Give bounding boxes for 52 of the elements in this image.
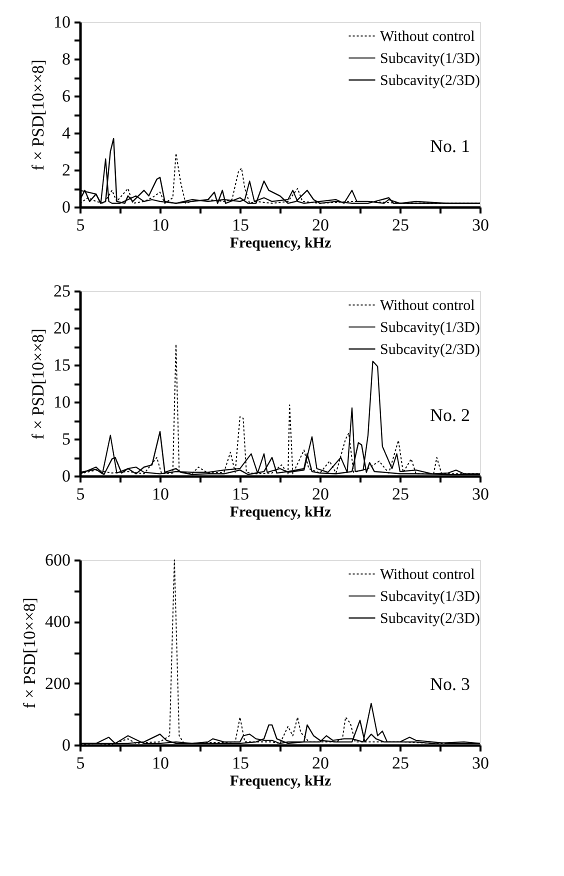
x-tick-label: 25 xyxy=(392,754,409,772)
legend-label: Subcavity(1/3D) xyxy=(380,589,480,605)
x-tick-label: 10 xyxy=(152,216,169,234)
y-tick-label: 6 xyxy=(62,86,70,106)
y-tick-label: 15 xyxy=(54,356,70,374)
x-axis-title: Frequency, kHz xyxy=(230,774,332,790)
legend-label: Subcavity(2/3D) xyxy=(380,73,480,89)
y-tick-label: 20 xyxy=(54,318,70,338)
x-tick-label: 5 xyxy=(76,484,85,504)
y-axis-title: f × PSD[10××8] xyxy=(28,60,48,170)
x-tick-label: 25 xyxy=(392,216,409,234)
x-tick-label: 10 xyxy=(152,754,169,772)
y-axis-title: f × PSD[10××8] xyxy=(28,328,48,440)
legend-label: Without control xyxy=(380,298,475,314)
y-tick-label: 5 xyxy=(62,430,70,448)
annotation: No. 2 xyxy=(430,405,470,425)
x-tick-label: 15 xyxy=(232,216,249,234)
x-tick-label: 15 xyxy=(232,754,249,772)
y-tick-label: 0 xyxy=(62,198,70,216)
y-tick-label: 4 xyxy=(62,124,71,142)
y-tick-label: 600 xyxy=(45,550,70,570)
x-axis-title: Frequency, kHz xyxy=(230,236,332,252)
y-tick-label: 0 xyxy=(62,736,70,754)
x-axis-title: Frequency, kHz xyxy=(230,504,332,520)
x-tick-label: 5 xyxy=(76,754,85,772)
y-tick-label: 2 xyxy=(62,160,70,180)
legend-label: Without control xyxy=(380,567,475,583)
legend-label: Subcavity(2/3D) xyxy=(380,342,480,358)
legend-label: Subcavity(1/3D) xyxy=(380,320,480,336)
x-tick-label: 20 xyxy=(312,754,329,772)
x-tick-label: 10 xyxy=(152,484,169,504)
y-tick-label: 10 xyxy=(54,392,70,412)
y-tick-label: 8 xyxy=(62,50,70,68)
x-tick-label: 30 xyxy=(472,754,489,772)
y-tick-label: 200 xyxy=(45,674,70,693)
x-tick-label: 20 xyxy=(312,216,329,234)
legend-label: Subcavity(2/3D) xyxy=(380,611,480,627)
annotation: No. 1 xyxy=(430,136,470,156)
x-tick-label: 30 xyxy=(472,216,489,234)
y-axis-title: f × PSD[10××8] xyxy=(20,598,39,708)
y-tick-label: 0 xyxy=(62,466,70,486)
x-tick-label: 15 xyxy=(232,484,249,504)
y-tick-label: 25 xyxy=(54,282,70,300)
x-tick-label: 5 xyxy=(76,216,85,234)
legend-label: Subcavity(1/3D) xyxy=(380,51,480,67)
annotation: No. 3 xyxy=(430,674,470,694)
y-tick-label: 400 xyxy=(45,612,70,632)
y-tick-label: 10 xyxy=(54,12,70,32)
x-tick-label: 25 xyxy=(392,484,409,504)
x-tick-label: 30 xyxy=(472,484,489,504)
legend-label: Without control xyxy=(380,29,475,45)
x-tick-label: 20 xyxy=(312,484,329,504)
